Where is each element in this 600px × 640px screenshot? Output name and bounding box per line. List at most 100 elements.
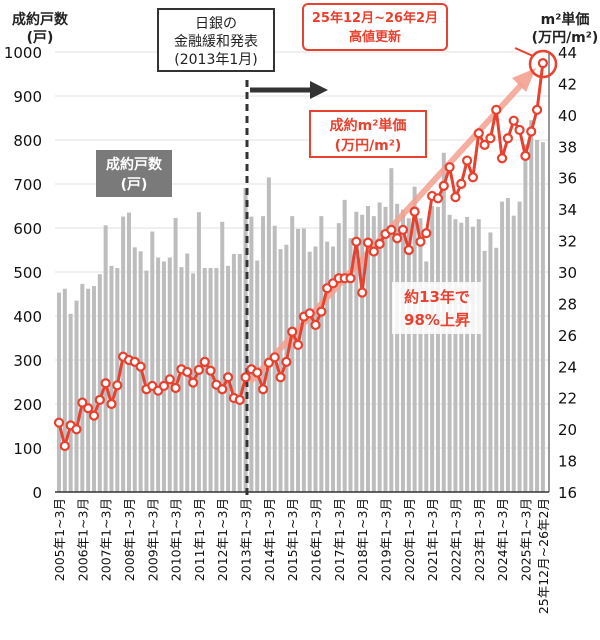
price-point <box>164 374 175 385</box>
price-point <box>526 126 537 137</box>
left-tick-label: 500 <box>13 264 42 282</box>
price-point <box>438 180 449 191</box>
right-tick-label: 26 <box>558 327 577 345</box>
high-line2: 高値更新 <box>349 29 401 45</box>
price-point <box>467 172 479 183</box>
bar <box>290 216 295 492</box>
price-point <box>310 319 321 331</box>
x-tick-label: 2015年1~3月 <box>285 498 300 581</box>
left-tick-label: 200 <box>13 396 42 414</box>
left-tick-label: 600 <box>13 220 42 238</box>
bar <box>540 142 545 492</box>
bar <box>389 168 394 492</box>
price-point <box>502 133 514 144</box>
price-point <box>234 394 245 406</box>
bar <box>383 206 388 492</box>
price-point <box>316 306 327 317</box>
boj-line2: 金融緩和発表 <box>174 34 258 50</box>
bar <box>144 270 149 492</box>
bar <box>313 246 318 492</box>
x-tick-label: 2008年1~3月 <box>122 498 137 581</box>
bar <box>249 216 254 492</box>
price-point <box>450 192 461 203</box>
x-tick-label: 2011年1~3月 <box>192 498 207 581</box>
price-point <box>269 352 280 363</box>
left-tick-label: 300 <box>13 352 42 370</box>
bar <box>418 218 423 492</box>
bar <box>97 274 102 492</box>
x-tick-label: 2017年1~3月 <box>332 498 347 581</box>
bar <box>476 219 481 492</box>
bar <box>435 206 440 492</box>
bar <box>126 212 131 492</box>
right-axis-title: m²単価 <box>541 11 590 28</box>
price-point <box>257 384 269 395</box>
price-point <box>357 287 368 298</box>
right-tick-label: 24 <box>558 358 577 376</box>
price-point <box>193 364 205 375</box>
right-tick-label: 20 <box>558 421 577 439</box>
price-line <box>57 62 545 448</box>
bar <box>465 217 470 492</box>
right-tick-label: 16 <box>558 484 577 502</box>
price-point <box>485 133 496 144</box>
price-point <box>368 246 379 257</box>
bar <box>80 283 85 492</box>
right-tick-label: 18 <box>558 453 577 471</box>
price-point <box>496 153 508 164</box>
bar <box>62 288 67 492</box>
rise-line2: 98%上昇 <box>404 311 470 329</box>
bar <box>336 223 341 492</box>
right-axis-unit: (万円/m²) <box>532 30 599 46</box>
price-point <box>106 398 117 410</box>
x-tick-label: 2007年1~3月 <box>99 498 114 581</box>
price-point <box>514 124 525 136</box>
bar <box>325 241 330 492</box>
price-point <box>112 380 123 391</box>
x-tick-label: 2022年1~3月 <box>448 498 463 581</box>
price-point <box>187 377 199 388</box>
bar <box>161 261 166 492</box>
price-label-line1: 成約m²単価 <box>330 117 407 134</box>
price-point <box>374 238 385 249</box>
bar <box>342 199 347 492</box>
bar <box>348 238 353 492</box>
price-point <box>53 417 65 428</box>
boj-line1: 日銀の <box>195 16 237 32</box>
bar <box>284 244 289 492</box>
bar <box>237 253 242 492</box>
right-tick-label: 30 <box>558 264 577 282</box>
bar <box>91 286 96 492</box>
left-tick-label: 1000 <box>4 44 42 62</box>
bar <box>500 201 505 492</box>
price-point <box>351 236 362 247</box>
price-point <box>520 150 531 161</box>
high-callout-circle <box>528 49 558 79</box>
price-point <box>432 193 444 204</box>
bar <box>103 225 108 493</box>
bar <box>470 226 475 492</box>
bar <box>261 216 266 492</box>
x-tick-label: 2012年1~3月 <box>215 498 230 581</box>
bar <box>231 253 236 492</box>
price-point <box>415 236 426 247</box>
bar <box>68 313 73 492</box>
bar <box>319 216 324 492</box>
right-tick-label: 28 <box>558 295 577 313</box>
price-label-box <box>309 110 427 158</box>
bar <box>412 186 417 492</box>
right-tick-label: 36 <box>558 170 577 188</box>
x-tick-label: 2006年1~3月 <box>75 498 90 581</box>
price-point <box>88 410 100 421</box>
x-tick-label: 2013年1~3月 <box>239 498 254 581</box>
x-tick-label: 25年12月~26年2月 <box>536 498 551 614</box>
bar <box>266 177 271 492</box>
bar <box>395 203 400 493</box>
x-tick-label: 2025年1~3月 <box>518 498 533 581</box>
price-point <box>531 104 543 115</box>
price-point <box>199 356 210 367</box>
price-point <box>403 244 414 256</box>
boj-arrow-head <box>310 81 328 99</box>
left-axis-unit: (戸) <box>27 30 54 46</box>
